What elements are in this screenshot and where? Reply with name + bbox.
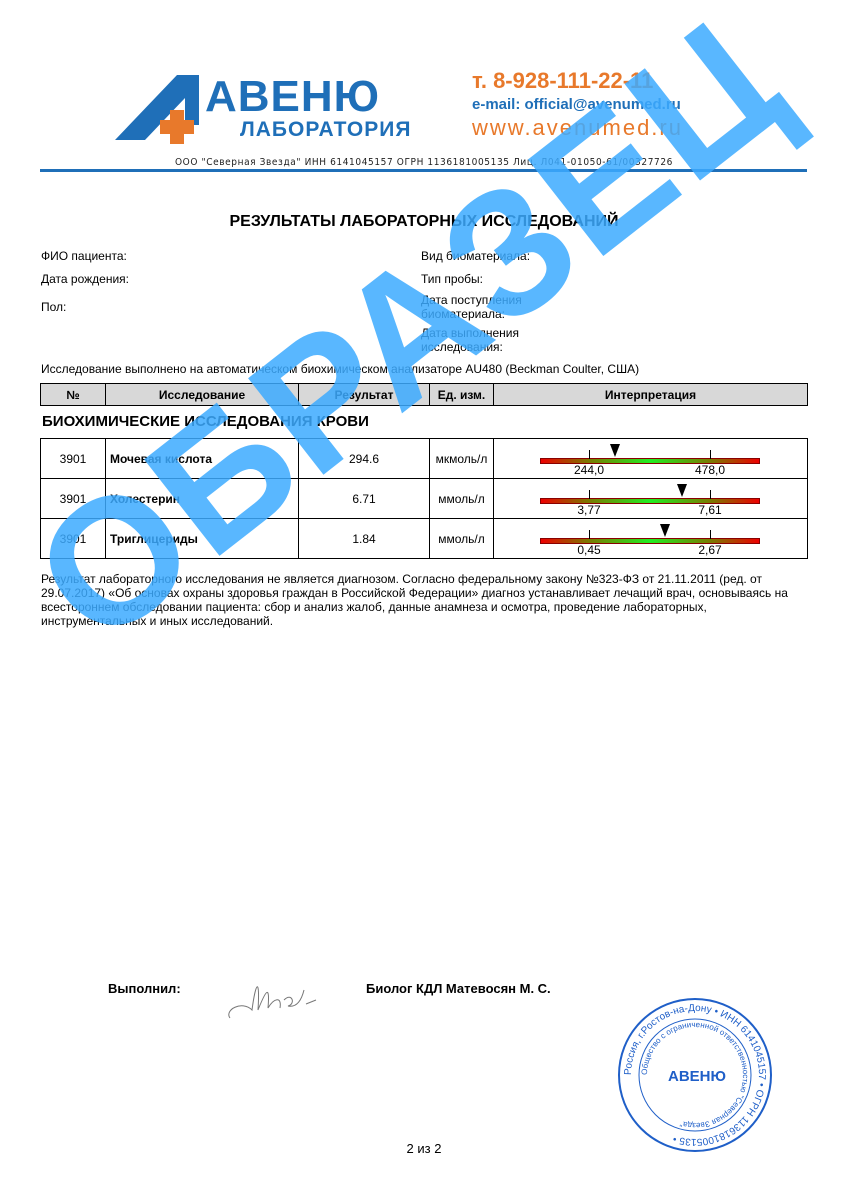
high-label: 7,61 xyxy=(698,503,722,517)
cell-code: 3901 xyxy=(40,518,106,559)
cell-code: 3901 xyxy=(40,478,106,519)
cell-test: Холестерин xyxy=(105,478,299,519)
signature-image xyxy=(228,986,317,1019)
table-row: 3901 Холестерин 6.71 ммоль/л 3,77 7,61 xyxy=(40,478,808,519)
website: www.avenumed.ru xyxy=(472,115,683,140)
cell-unit: мкмоль/л xyxy=(429,438,494,479)
table-header: № Исследование Результат Ед. изм. Интерп… xyxy=(40,383,808,406)
biomaterial-label: Вид биоматериала: xyxy=(421,249,531,263)
value-marker-icon xyxy=(676,484,687,497)
logo-icon xyxy=(115,75,199,144)
reference-bar xyxy=(540,538,760,544)
cell-interpretation: 0,45 2,67 xyxy=(493,518,808,559)
high-tick xyxy=(710,450,711,459)
high-tick xyxy=(710,490,711,499)
cell-unit: ммоль/л xyxy=(429,518,494,559)
phone: т. 8-928-111-22-11 xyxy=(472,68,654,93)
page-number: 2 из 2 xyxy=(406,1141,442,1156)
low-tick xyxy=(589,530,590,539)
table-row: 3901 Триглицериды 1.84 ммоль/л 0,45 2,67 xyxy=(40,518,808,559)
header-interpretation: Интерпретация xyxy=(493,383,808,406)
high-tick xyxy=(710,530,711,539)
disclaimer: Результат лабораторного исследования не … xyxy=(41,572,788,628)
low-label: 0,45 xyxy=(577,543,601,557)
received-date-label: Дата поступления биоматериала: xyxy=(421,293,522,321)
cell-test: Триглицериды xyxy=(105,518,299,559)
results-table: 3901 Мочевая кислота 294.6 мкмоль/л 244,0 4… xyxy=(40,438,808,559)
analyzer-note: Исследование выполнено на автоматическом… xyxy=(41,362,640,376)
performer-name: Биолог КДЛ Матевосян М. С. xyxy=(366,981,551,996)
value-marker-icon xyxy=(610,444,621,457)
cell-unit: ммоль/л xyxy=(429,478,494,519)
cell-interpretation: 244,0 478,0 xyxy=(493,438,808,479)
cell-interpretation: 3,77 7,61 xyxy=(493,478,808,519)
high-label: 478,0 xyxy=(694,463,726,477)
reference-bar xyxy=(540,498,760,504)
header-result: Результат xyxy=(298,383,430,406)
low-tick xyxy=(589,490,590,499)
stamp-logo: АВЕНЮ xyxy=(668,1068,726,1085)
high-label: 2,67 xyxy=(698,543,722,557)
page-title: РЕЗУЛЬТАТЫ ЛАБОРАТОРНЫХ ИССЛЕДОВАНИЙ xyxy=(229,213,619,230)
reference-scale: 0,45 2,67 xyxy=(494,519,807,558)
sample-type-label: Тип пробы: xyxy=(421,272,484,286)
reference-bar xyxy=(540,458,760,464)
patient-name-label: ФИО пациента: xyxy=(41,249,127,263)
logo-subtitle: ЛАБОРАТОРИЯ xyxy=(240,118,412,141)
reference-scale: 3,77 7,61 xyxy=(494,479,807,518)
performed-by-label: Выполнил: xyxy=(108,981,181,996)
reference-scale: 244,0 478,0 xyxy=(494,439,807,478)
header-divider xyxy=(40,169,807,172)
cell-result: 1.84 xyxy=(298,518,430,559)
cell-test: Мочевая кислота xyxy=(105,438,299,479)
logo-text: АВЕНЮ xyxy=(205,72,381,121)
section-title: БИОХИМИЧЕСКИЕ ИССЛЕДОВАНИЯ КРОВИ xyxy=(42,413,369,430)
company-stamp: Россия, г.Ростов-на-Дону • ИНН 614104515… xyxy=(618,998,772,1152)
table-row: 3901 Мочевая кислота 294.6 мкмоль/л 244,0 4… xyxy=(40,438,808,479)
low-tick xyxy=(589,450,590,459)
email: e-mail: official@avenumed.ru xyxy=(472,96,681,113)
company-line: ООО "Северная Звезда" ИНН 6141045157 ОГР… xyxy=(174,157,673,168)
low-label: 244,0 xyxy=(573,463,605,477)
cell-code: 3901 xyxy=(40,438,106,479)
cell-result: 6.71 xyxy=(298,478,430,519)
cell-result: 294.6 xyxy=(298,438,430,479)
value-marker-icon xyxy=(659,524,670,537)
performed-date-label: Дата выполнения исследования: xyxy=(421,326,519,354)
low-label: 3,77 xyxy=(577,503,601,517)
header-unit: Ед. изм. xyxy=(429,383,494,406)
header-number: № xyxy=(40,383,106,406)
dob-label: Дата рождения: xyxy=(41,272,129,286)
header-test: Исследование xyxy=(105,383,299,406)
sex-label: Пол: xyxy=(41,300,67,314)
